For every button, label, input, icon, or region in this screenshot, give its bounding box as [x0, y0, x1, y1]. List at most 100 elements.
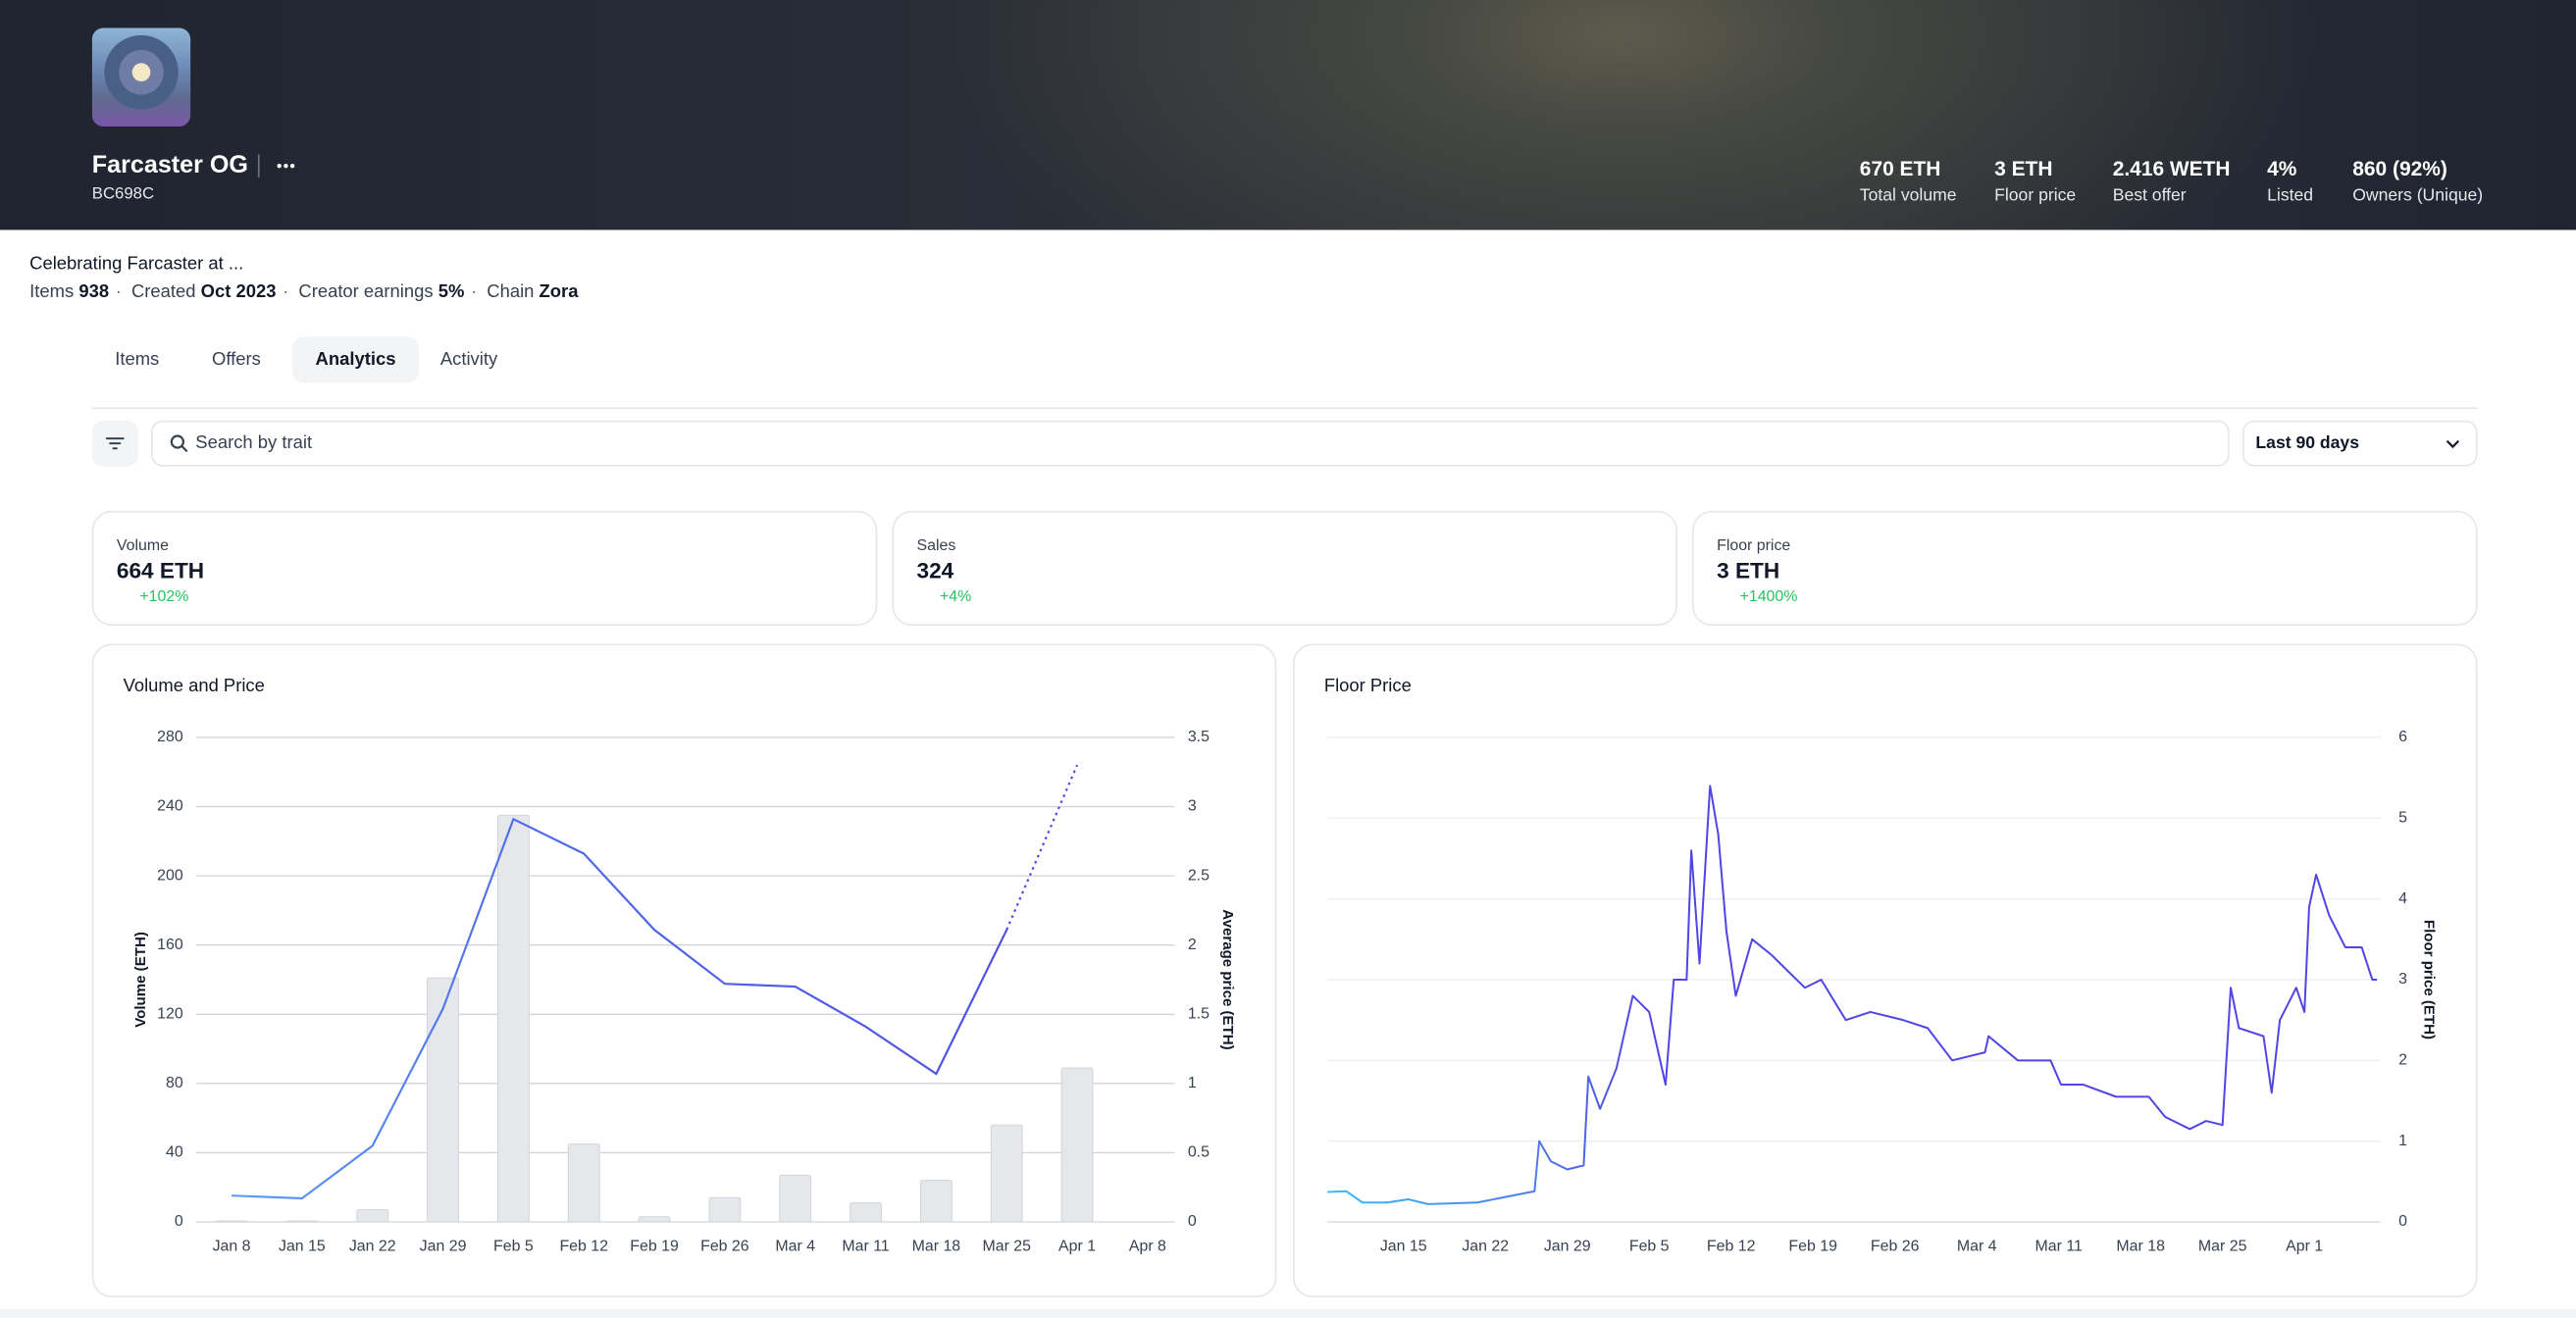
y-tick-label: 40: [166, 1144, 183, 1161]
stat-value: 3 ETH: [1994, 157, 2053, 181]
y-axis-label: Volume (ETH): [132, 932, 149, 1028]
x-tick-label: Jan 15: [1380, 1238, 1427, 1254]
divider: [91, 407, 2478, 410]
line-projection: [1005, 764, 1079, 931]
stat-value: 860 (92%): [2352, 157, 2447, 181]
x-tick-label: Mar 25: [2198, 1238, 2247, 1254]
range-dropdown[interactable]: Last 90 days: [2242, 420, 2478, 467]
y-tick-label: 280: [157, 729, 183, 745]
tab[interactable]: Offers: [212, 349, 261, 370]
card-value: 3 ETH: [1717, 558, 1780, 583]
x-tick-label: Jan 15: [279, 1238, 326, 1254]
bar: [427, 977, 459, 1223]
y-tick-label: 6: [2398, 729, 2407, 745]
y-tick-label: 120: [157, 1005, 183, 1022]
x-tick-label: Mar 18: [2116, 1238, 2165, 1254]
x-tick-label: Feb 12: [1707, 1238, 1756, 1254]
bar: [356, 1209, 389, 1223]
title-separator: [257, 154, 260, 177]
y-axis-label: Floor price (ETH): [2420, 920, 2437, 1039]
y2-tick-label: 2: [1188, 937, 1197, 953]
x-tick-label: Apr 8: [1129, 1238, 1166, 1254]
y-tick-label: 4: [2398, 890, 2407, 907]
card-value: 664 ETH: [116, 558, 205, 583]
tab[interactable]: Items: [115, 349, 160, 370]
card-value: 324: [916, 558, 954, 583]
search-icon: [170, 434, 188, 452]
stat: 2.416 WETH Best offer: [2113, 158, 2231, 206]
meta-item: Chain Zora: [471, 282, 578, 302]
description: Celebrating Farcaster at ...: [29, 254, 244, 275]
x-tick-label: Mar 25: [982, 1238, 1031, 1254]
stat-value: 670 ETH: [1859, 157, 1941, 181]
stat-label: Listed: [2267, 185, 2314, 206]
x-tick-label: Feb 5: [493, 1238, 534, 1254]
collection-address: BC698C: [91, 185, 155, 204]
card-label: Floor price: [1717, 536, 1791, 556]
chart-panel: [1293, 643, 2478, 1298]
stat-label: Floor price: [1994, 185, 2077, 206]
meta-label: Items: [29, 282, 75, 303]
line: [232, 817, 1008, 1200]
y2-tick-label: 2.5: [1188, 867, 1210, 884]
y-tick-label: 240: [157, 798, 183, 815]
y2-tick-label: 0.5: [1188, 1144, 1210, 1161]
x-tick-label: Mar 4: [775, 1238, 815, 1254]
chart-title: Floor Price: [1324, 675, 1412, 695]
card-change: +4%: [939, 587, 972, 606]
bar: [496, 814, 530, 1223]
stat: 4% Listed: [2267, 158, 2313, 206]
bar: [708, 1196, 742, 1223]
stat-label: Owners (Unique): [2352, 185, 2484, 206]
x-tick-label: Feb 26: [1871, 1238, 1920, 1254]
x-tick-label: Feb 19: [630, 1238, 679, 1254]
card-change: +102%: [139, 587, 189, 606]
line: [1327, 785, 2378, 1205]
bar: [567, 1143, 600, 1223]
meta-label: Creator earnings: [298, 282, 434, 303]
bar: [919, 1180, 953, 1223]
more-button[interactable]: [273, 154, 299, 177]
y2-tick-label: 1.5: [1188, 1005, 1210, 1022]
filter-icon: [105, 437, 125, 450]
y-tick-label: 80: [166, 1075, 183, 1091]
x-tick-label: Jan 22: [1462, 1238, 1509, 1254]
meta-label: Created: [130, 282, 196, 303]
x-tick-label: Feb 12: [559, 1238, 608, 1254]
stat-value: 4%: [2267, 157, 2297, 181]
stat: 860 (92%) Owners (Unique): [2352, 158, 2483, 206]
y2-tick-label: 1: [1188, 1075, 1197, 1091]
meta-label: Chain: [487, 282, 535, 303]
x-tick-label: Mar 11: [842, 1238, 889, 1254]
bar: [850, 1202, 882, 1223]
y2-tick-label: 0: [1188, 1213, 1197, 1230]
tab[interactable]: Analytics: [292, 336, 419, 383]
y2-tick-label: 3.5: [1188, 729, 1210, 745]
x-tick-label: Mar 11: [2035, 1238, 2083, 1254]
x-tick-label: Feb 5: [1629, 1238, 1670, 1254]
filter-button[interactable]: [91, 420, 138, 467]
stat-card: Volume 664 ETH +102%: [91, 510, 878, 627]
collection-banner: [0, 0, 2576, 230]
stat: 670 ETH Total volume: [1860, 158, 1957, 206]
bar: [638, 1216, 671, 1223]
y-tick-label: 0: [175, 1213, 183, 1230]
meta-value: 5%: [438, 282, 465, 303]
card-change: +1400%: [1739, 587, 1798, 606]
x-tick-label: Jan 8: [213, 1238, 251, 1254]
stat-label: Total volume: [1859, 185, 1957, 206]
y-tick-label: 3: [2398, 971, 2407, 988]
search-input[interactable]: Search by trait: [151, 420, 2230, 467]
x-tick-label: Jan 29: [420, 1238, 467, 1254]
tab[interactable]: Activity: [439, 349, 498, 370]
page-bottom: [0, 1308, 2576, 1318]
stat-label: Best offer: [2112, 185, 2187, 206]
x-tick-label: Jan 29: [1544, 1238, 1591, 1254]
meta-value: Oct 2023: [200, 282, 277, 303]
y-tick-label: 1: [2398, 1133, 2407, 1149]
stat-value: 2.416 WETH: [2112, 157, 2231, 181]
chevron: [2446, 439, 2460, 449]
